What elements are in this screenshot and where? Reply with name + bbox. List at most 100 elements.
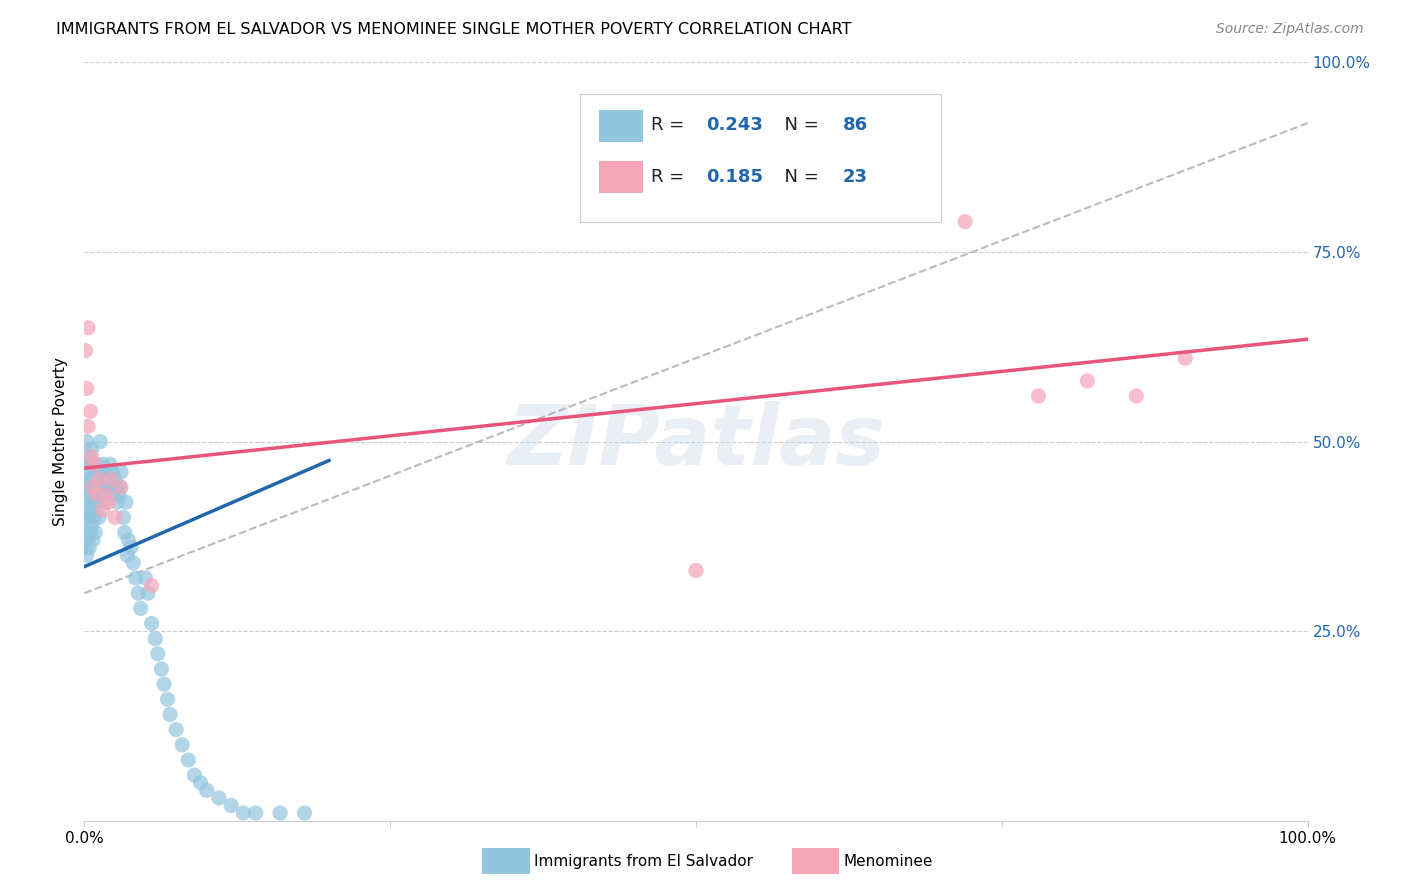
Point	[84, 525, 107, 540]
Point	[177, 753, 200, 767]
Point	[79, 458, 101, 472]
Point	[79, 404, 101, 418]
Point	[89, 434, 111, 449]
Text: Immigrants from El Salvador: Immigrants from El Salvador	[534, 855, 754, 869]
Point	[172, 738, 194, 752]
Point	[77, 320, 100, 334]
Point	[115, 548, 138, 563]
Point	[135, 571, 157, 585]
Point	[77, 480, 100, 494]
Point	[93, 495, 115, 509]
Point	[208, 791, 231, 805]
Text: N =: N =	[773, 116, 824, 135]
Point	[77, 541, 100, 555]
Point	[294, 806, 316, 821]
Point	[76, 434, 98, 449]
Point	[86, 487, 108, 501]
Point	[76, 382, 98, 396]
Point	[75, 343, 97, 358]
Point	[86, 458, 108, 472]
Point	[91, 458, 114, 472]
Point	[76, 525, 98, 540]
Point	[87, 465, 110, 479]
Point	[82, 533, 104, 548]
Point	[96, 465, 118, 479]
Point	[110, 480, 132, 494]
Point	[107, 487, 129, 501]
Point	[183, 768, 205, 782]
Point	[165, 723, 187, 737]
Point	[76, 495, 98, 509]
Point	[75, 541, 97, 555]
Point	[76, 465, 98, 479]
Point	[77, 503, 100, 517]
Point	[98, 458, 121, 472]
Point	[232, 806, 254, 821]
Text: ZIPatlas: ZIPatlas	[508, 401, 884, 482]
Point	[156, 692, 179, 706]
Text: R =: R =	[651, 168, 690, 186]
Point	[115, 495, 138, 509]
Point	[141, 579, 163, 593]
Point	[117, 533, 139, 548]
Point	[75, 510, 97, 524]
Point	[80, 450, 103, 464]
Point	[94, 473, 117, 487]
Point	[76, 548, 98, 563]
Point	[141, 616, 163, 631]
Point	[87, 510, 110, 524]
Point	[90, 465, 112, 479]
Point	[82, 480, 104, 494]
Point	[120, 541, 142, 555]
Text: N =: N =	[773, 168, 824, 186]
Point	[100, 480, 122, 494]
Point	[143, 632, 166, 646]
Point	[80, 442, 103, 457]
Point	[136, 586, 159, 600]
Point	[108, 480, 131, 494]
Text: IMMIGRANTS FROM EL SALVADOR VS MENOMINEE SINGLE MOTHER POVERTY CORRELATION CHART: IMMIGRANTS FROM EL SALVADOR VS MENOMINEE…	[56, 22, 852, 37]
Point	[153, 677, 176, 691]
Point	[91, 487, 114, 501]
Point	[84, 495, 107, 509]
Point	[101, 465, 124, 479]
Point	[83, 510, 105, 524]
Point	[195, 783, 218, 797]
Point	[97, 480, 120, 494]
Point	[110, 465, 132, 479]
Point	[1028, 389, 1050, 403]
Point	[159, 707, 181, 722]
Point	[77, 510, 100, 524]
Point	[219, 798, 242, 813]
Point	[83, 487, 105, 501]
Point	[82, 480, 104, 494]
Point	[80, 517, 103, 532]
Point	[103, 487, 125, 501]
FancyBboxPatch shape	[599, 111, 644, 142]
Point	[79, 525, 101, 540]
Point	[87, 487, 110, 501]
Point	[79, 487, 101, 501]
Point	[83, 458, 105, 472]
Point	[269, 806, 291, 821]
Point	[1174, 351, 1197, 366]
Text: Menominee: Menominee	[844, 855, 934, 869]
Point	[105, 495, 128, 509]
Point	[685, 564, 707, 578]
Point	[77, 419, 100, 434]
Point	[127, 586, 149, 600]
Point	[100, 473, 122, 487]
Point	[77, 450, 100, 464]
Point	[97, 495, 120, 509]
Text: 0.185: 0.185	[706, 168, 763, 186]
Point	[77, 458, 100, 472]
Point	[129, 601, 152, 615]
Text: 23: 23	[842, 168, 868, 186]
Point	[105, 480, 128, 494]
Point	[80, 473, 103, 487]
Point	[86, 480, 108, 494]
Point	[82, 503, 104, 517]
Point	[104, 473, 127, 487]
Point	[96, 487, 118, 501]
Point	[87, 473, 110, 487]
